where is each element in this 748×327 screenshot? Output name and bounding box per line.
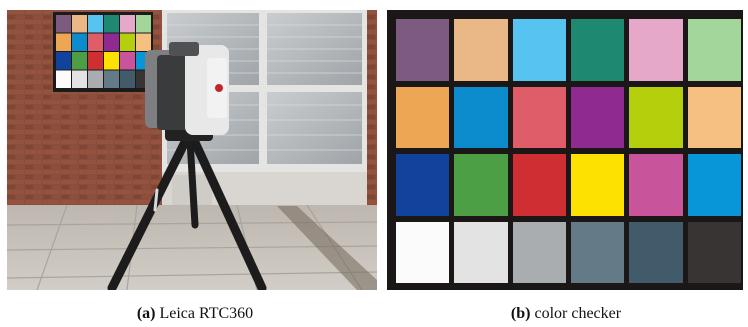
scanner-photo (6, 10, 378, 293)
caption-b-label: (b) (510, 305, 531, 322)
color-patch (396, 221, 450, 283)
color-patch (512, 19, 566, 81)
color-checker-frame (387, 10, 743, 290)
caption-a-text: Leica RTC360 (159, 305, 254, 322)
scanner (145, 42, 229, 135)
color-patch (512, 86, 566, 148)
color-patch (512, 221, 566, 283)
caption-a-label: (a) (136, 305, 156, 322)
color-checker-grid (396, 19, 741, 283)
color-patch (512, 154, 566, 216)
wall-color-patch (72, 15, 87, 33)
wall-color-patch (72, 52, 87, 70)
color-patch (570, 154, 625, 216)
color-patch (570, 221, 625, 283)
wall-color-patch (56, 33, 71, 51)
wall-color-patch (56, 52, 71, 70)
wall-color-patch (72, 70, 87, 88)
tripod (107, 133, 267, 293)
color-patch (396, 86, 450, 148)
wall-color-patch (104, 33, 119, 51)
color-patch (687, 86, 741, 148)
caption-a: (a) Leica RTC360 (137, 305, 253, 323)
wall-color-patch (72, 33, 87, 51)
color-patch (629, 154, 683, 216)
color-patch (454, 154, 508, 216)
wall-color-patch (120, 52, 135, 70)
wall-color-patch (88, 15, 103, 33)
color-patch (396, 154, 450, 216)
color-patch (454, 19, 508, 81)
color-patch (629, 19, 683, 81)
wall-color-patch (104, 15, 119, 33)
color-patch (629, 86, 683, 148)
wall-color-checker (53, 12, 153, 92)
drain-channel (277, 206, 377, 290)
color-patch (570, 86, 625, 148)
color-patch (629, 221, 683, 283)
wall-color-patch (136, 33, 151, 51)
wall-color-patch (104, 52, 119, 70)
color-patch (454, 221, 508, 283)
caption-b-text: color checker (534, 305, 622, 322)
wall-color-patch (88, 52, 103, 70)
wall-color-patch (56, 70, 71, 88)
color-patch (454, 86, 508, 148)
caption-b: (b) color checker (511, 305, 621, 323)
wall-color-patch (88, 33, 103, 51)
scanner-photo-svg (6, 10, 378, 293)
wall-color-patch (88, 70, 103, 88)
color-patch (687, 19, 741, 81)
wall-color-patch (136, 15, 151, 33)
color-patch (570, 19, 625, 81)
wall-color-patch (56, 15, 71, 33)
wall-color-patch (120, 70, 135, 88)
wall-color-patch (104, 70, 119, 88)
color-patch (687, 221, 741, 283)
wall-color-patch (120, 33, 135, 51)
color-patch (396, 19, 450, 81)
wall-color-patch (120, 15, 135, 33)
color-patch (687, 154, 741, 216)
color-checker-panel (387, 10, 743, 290)
